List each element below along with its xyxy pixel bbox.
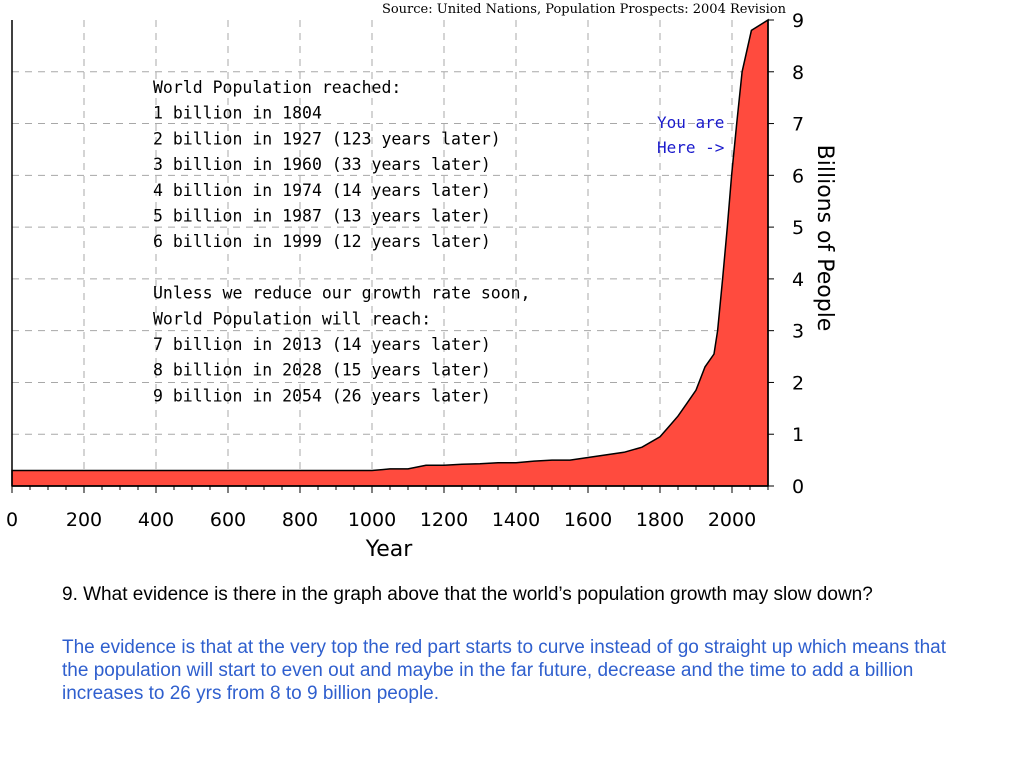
- population-milestones-note: World Population reached: 1 billion in 18…: [153, 78, 531, 405]
- x-tick-label: 0: [6, 509, 18, 531]
- y-tick-label: 2: [792, 372, 804, 394]
- you-are-here-marker: You are Here ->: [657, 113, 724, 157]
- y-tick-label: 1: [792, 424, 804, 446]
- source-label: Source: United Nations, Population Prosp…: [382, 2, 787, 17]
- x-tick-label: 1000: [348, 509, 396, 531]
- x-tick-label: 2000: [708, 509, 756, 531]
- milestone-line: 9 billion in 2054 (26 years later): [153, 386, 491, 405]
- y-tick-label: 9: [792, 10, 804, 32]
- x-axis-ticks: 0 200 400 600 800 1000 1200 1400 1600 1800 2000: [6, 486, 769, 531]
- x-tick-label: 600: [210, 509, 246, 531]
- x-tick-label: 800: [282, 509, 318, 531]
- x-tick-label: 1800: [636, 509, 684, 531]
- x-axis-title: Year: [365, 537, 414, 562]
- milestone-line: 6 billion in 1999 (12 years later): [153, 232, 491, 251]
- population-area: [11, 18, 769, 487]
- milestone-line: World Population reached:: [153, 78, 401, 97]
- y-axis-title: Billions of People: [812, 145, 837, 332]
- answer-text: The evidence is that at the very top the…: [62, 637, 946, 704]
- milestone-line: 8 billion in 2028 (15 years later): [153, 361, 491, 380]
- milestone-line: 2 billion in 1927 (123 years later): [153, 129, 501, 148]
- y-tick-label: 8: [792, 62, 804, 84]
- milestone-line: Unless we reduce our growth rate soon,: [153, 284, 531, 303]
- milestone-line: 4 billion in 1974 (14 years later): [153, 181, 491, 200]
- y-tick-label: 4: [792, 269, 804, 291]
- question-text: 9. What evidence is there in the graph a…: [62, 584, 873, 605]
- y-tick-label: 5: [792, 217, 804, 239]
- grid-lines: [12, 20, 768, 486]
- milestone-line: 3 billion in 1960 (33 years later): [153, 155, 491, 174]
- y-tick-label: 3: [792, 321, 804, 343]
- x-tick-label: 400: [138, 509, 174, 531]
- milestone-line: World Population will reach:: [153, 309, 431, 328]
- y-tick-label: 6: [792, 165, 804, 187]
- here-marker-line: You are: [657, 113, 724, 132]
- milestone-line: 1 billion in 1804: [153, 104, 322, 123]
- x-tick-label: 1200: [420, 509, 468, 531]
- here-marker-line: Here ->: [657, 138, 724, 157]
- milestone-line: 5 billion in 1987 (13 years later): [153, 207, 491, 226]
- milestone-line: 7 billion in 2013 (14 years later): [153, 335, 491, 354]
- y-axis-ticks: 0 1 2 3 4 5 6 7 8 9: [768, 10, 804, 498]
- y-tick-label: 0: [792, 476, 804, 498]
- population-chart: 0 200 400 600 800 1000 1200 1400 1600 1800 2000 0 1…: [6, 2, 837, 562]
- x-tick-label: 200: [66, 509, 102, 531]
- y-tick-label: 7: [792, 114, 804, 136]
- x-tick-label: 1600: [564, 509, 612, 531]
- x-tick-label: 1400: [492, 509, 540, 531]
